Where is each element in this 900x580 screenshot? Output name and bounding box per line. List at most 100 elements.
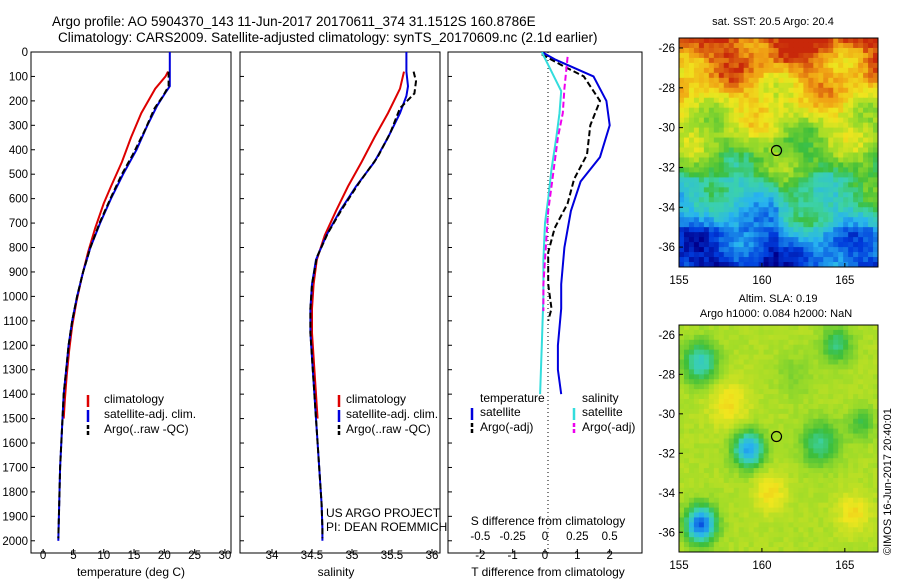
sst-map-axes: 155 160 165-26-28-30-32-34-36 <box>658 43 854 287</box>
map-cell <box>679 227 685 233</box>
map-cell <box>758 42 765 49</box>
map-cell <box>758 453 765 459</box>
map-cell <box>683 438 690 445</box>
map-cell <box>743 132 750 139</box>
map-cell <box>783 222 790 228</box>
map-cell <box>679 477 685 484</box>
map-cell <box>873 52 878 59</box>
map-cell <box>833 207 839 213</box>
map-cell <box>713 122 720 129</box>
map-cell <box>783 468 790 474</box>
map-cell <box>693 339 700 346</box>
map-cell <box>843 443 849 449</box>
map-cell <box>788 428 795 435</box>
map-cell <box>798 237 804 243</box>
map-cell <box>873 72 878 79</box>
map-cell <box>813 497 819 504</box>
map-cell <box>793 547 799 552</box>
map-cell <box>708 142 715 149</box>
x-tick-label: 30 <box>219 550 232 562</box>
map-cell <box>753 399 760 405</box>
map-cell <box>853 117 859 124</box>
map-cell <box>778 344 785 351</box>
map-cell <box>758 157 765 164</box>
map-cell <box>688 413 695 420</box>
map-cell <box>773 247 780 253</box>
map-cell <box>748 527 755 533</box>
map-cell <box>868 177 874 183</box>
map-cell <box>703 122 710 129</box>
map-cell <box>683 167 690 174</box>
sla-map-panel: Altim. SLA: 0.19 Argo h1000: 0.084 h2000… <box>658 293 879 572</box>
map-cell <box>708 187 715 193</box>
map-cell <box>868 227 874 233</box>
map-cell <box>713 107 720 114</box>
map-cell <box>818 325 824 331</box>
map-cell <box>743 112 750 119</box>
map-cell <box>679 379 685 385</box>
map-cell <box>868 117 874 124</box>
map-cell <box>818 369 824 375</box>
map-cell <box>793 413 799 420</box>
map-cell <box>793 117 799 124</box>
map-cell <box>773 167 780 174</box>
map-cell <box>813 47 819 54</box>
map-cell <box>743 127 750 134</box>
map-cell <box>698 62 705 69</box>
map-cell <box>743 222 750 228</box>
map-cell <box>763 172 770 178</box>
map-cell <box>723 547 730 552</box>
map-cell <box>723 463 730 469</box>
map-cell <box>858 127 864 134</box>
map-cell <box>803 379 809 385</box>
map-cell <box>703 502 710 509</box>
map-cell <box>753 443 760 449</box>
map-cell <box>773 443 780 449</box>
map-cell <box>808 418 814 425</box>
depth-tick-label: 400 <box>9 145 28 157</box>
map-cell <box>813 389 819 395</box>
map-cell <box>743 102 750 109</box>
map-cell <box>863 262 869 267</box>
map-cell <box>758 344 765 351</box>
map-cell <box>858 132 864 139</box>
map-cell <box>768 87 775 94</box>
map-cell <box>679 359 685 366</box>
map-cell <box>858 167 864 174</box>
map-cell <box>728 232 735 238</box>
map-cell <box>708 433 715 440</box>
map-cell <box>788 57 795 64</box>
map-cell <box>853 212 859 218</box>
map-cell <box>848 389 854 395</box>
map-cell <box>803 542 809 548</box>
map-cell <box>873 162 878 169</box>
map-cell <box>688 212 695 218</box>
map-cell <box>738 359 745 366</box>
map-cell <box>848 72 854 79</box>
map-cell <box>708 117 715 124</box>
map-cell <box>818 52 824 59</box>
map-cell <box>693 527 700 533</box>
map-cell <box>703 237 710 243</box>
map-cell <box>753 433 760 440</box>
map-cell <box>848 547 854 552</box>
map-cell <box>748 72 755 79</box>
map-cell <box>843 102 849 109</box>
map-cell <box>713 344 720 351</box>
map-cell <box>723 339 730 346</box>
map-cell <box>778 482 785 489</box>
map-cell <box>758 197 765 203</box>
x-tick-label: -2 <box>475 550 485 562</box>
map-cell <box>853 458 859 464</box>
map-cell <box>873 542 878 548</box>
map-cell <box>763 369 770 375</box>
map-cell <box>783 47 790 54</box>
map-cell <box>853 52 859 59</box>
map-cell <box>863 389 869 395</box>
map-cell <box>823 132 829 139</box>
map-cell <box>698 339 705 346</box>
map-cell <box>853 127 859 134</box>
map-cell <box>783 418 790 425</box>
legend-s-satellite: satellite <box>582 405 623 419</box>
lat-tick-label: -34 <box>658 488 675 500</box>
